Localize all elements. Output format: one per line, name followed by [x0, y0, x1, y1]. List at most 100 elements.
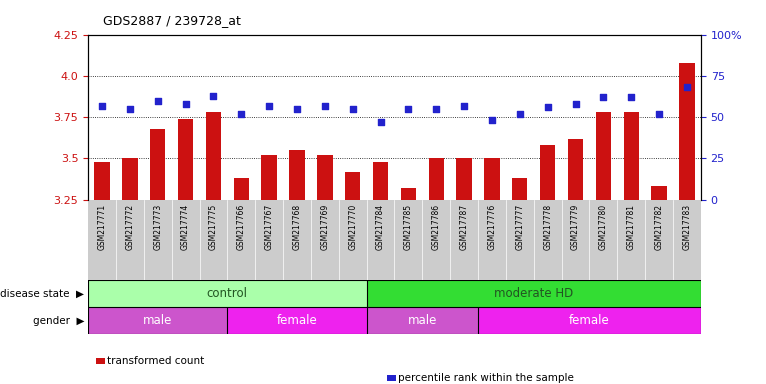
Bar	[429, 159, 444, 200]
Bar	[457, 159, 472, 200]
Bar	[339, 200, 367, 280]
Bar	[478, 200, 506, 280]
Text: GSM217768: GSM217768	[293, 204, 302, 250]
Bar	[645, 200, 673, 280]
Text: percentile rank within the sample: percentile rank within the sample	[398, 373, 574, 383]
Bar	[228, 307, 367, 334]
Text: GSM217786: GSM217786	[432, 204, 440, 250]
Point	[458, 103, 470, 109]
Point	[430, 106, 443, 112]
Bar	[401, 188, 416, 200]
Text: GSM217772: GSM217772	[126, 204, 134, 250]
Text: GSM217780: GSM217780	[599, 204, 608, 250]
Text: GSM217770: GSM217770	[349, 204, 357, 250]
Bar	[199, 200, 228, 280]
Text: transformed count: transformed count	[107, 356, 205, 366]
Text: GSM217777: GSM217777	[516, 204, 525, 250]
Bar	[123, 159, 138, 200]
Point	[653, 111, 665, 117]
Bar	[568, 139, 583, 200]
Bar	[540, 145, 555, 200]
Point	[208, 93, 220, 99]
Bar	[144, 200, 172, 280]
Text: female: female	[277, 314, 317, 327]
Bar	[590, 200, 617, 280]
Point	[235, 111, 247, 117]
Point	[625, 94, 637, 100]
Bar	[116, 200, 144, 280]
Text: moderate HD: moderate HD	[494, 287, 574, 300]
Point	[486, 118, 498, 124]
Text: GSM217776: GSM217776	[487, 204, 496, 250]
Bar	[484, 159, 499, 200]
Text: GSM217782: GSM217782	[655, 204, 663, 250]
Bar	[617, 200, 645, 280]
Point	[291, 106, 303, 112]
Bar	[373, 162, 388, 200]
Bar	[394, 200, 422, 280]
Bar	[367, 307, 478, 334]
Text: disease state  ▶: disease state ▶	[0, 289, 84, 299]
Text: male: male	[408, 314, 437, 327]
Text: gender  ▶: gender ▶	[33, 316, 84, 326]
Bar	[512, 178, 528, 200]
Text: GSM217785: GSM217785	[404, 204, 413, 250]
Bar	[422, 200, 450, 280]
Bar	[206, 112, 221, 200]
Bar	[367, 280, 701, 307]
Bar	[317, 155, 332, 200]
Text: GSM217767: GSM217767	[264, 204, 273, 250]
Point	[542, 104, 554, 110]
Bar	[450, 200, 478, 280]
Point	[152, 98, 164, 104]
Text: GSM217773: GSM217773	[153, 204, 162, 250]
Bar	[345, 172, 360, 200]
Bar	[679, 63, 695, 200]
Point	[569, 101, 581, 107]
Text: GSM217778: GSM217778	[543, 204, 552, 250]
Text: GSM217781: GSM217781	[627, 204, 636, 250]
Point	[124, 106, 136, 112]
Text: GSM217774: GSM217774	[181, 204, 190, 250]
Text: GSM217783: GSM217783	[683, 204, 692, 250]
Text: GSM217766: GSM217766	[237, 204, 246, 250]
Point	[597, 94, 610, 100]
Bar	[596, 112, 611, 200]
Point	[96, 103, 108, 109]
Text: GSM217779: GSM217779	[571, 204, 580, 250]
Bar	[506, 200, 534, 280]
Point	[375, 119, 387, 125]
Bar	[561, 200, 590, 280]
Bar	[290, 150, 305, 200]
Bar	[255, 200, 283, 280]
Point	[681, 84, 693, 91]
Bar	[178, 119, 193, 200]
Bar	[367, 200, 394, 280]
Text: GSM217784: GSM217784	[376, 204, 385, 250]
Text: control: control	[207, 287, 248, 300]
Point	[402, 106, 414, 112]
Bar	[478, 307, 701, 334]
Bar	[261, 155, 277, 200]
Text: male: male	[143, 314, 172, 327]
Point	[514, 111, 526, 117]
Text: GDS2887 / 239728_at: GDS2887 / 239728_at	[103, 14, 241, 27]
Bar	[234, 178, 249, 200]
Point	[179, 101, 192, 107]
Point	[346, 106, 358, 112]
Bar	[94, 162, 110, 200]
Text: GSM217775: GSM217775	[209, 204, 218, 250]
Bar	[88, 307, 228, 334]
Point	[263, 103, 275, 109]
Bar	[283, 200, 311, 280]
Bar	[88, 280, 367, 307]
Text: female: female	[569, 314, 610, 327]
Bar	[651, 187, 666, 200]
Text: GSM217771: GSM217771	[97, 204, 106, 250]
Bar	[673, 200, 701, 280]
Point	[319, 103, 331, 109]
Bar	[311, 200, 339, 280]
Bar	[88, 200, 116, 280]
Bar	[150, 129, 165, 200]
Bar	[228, 200, 255, 280]
